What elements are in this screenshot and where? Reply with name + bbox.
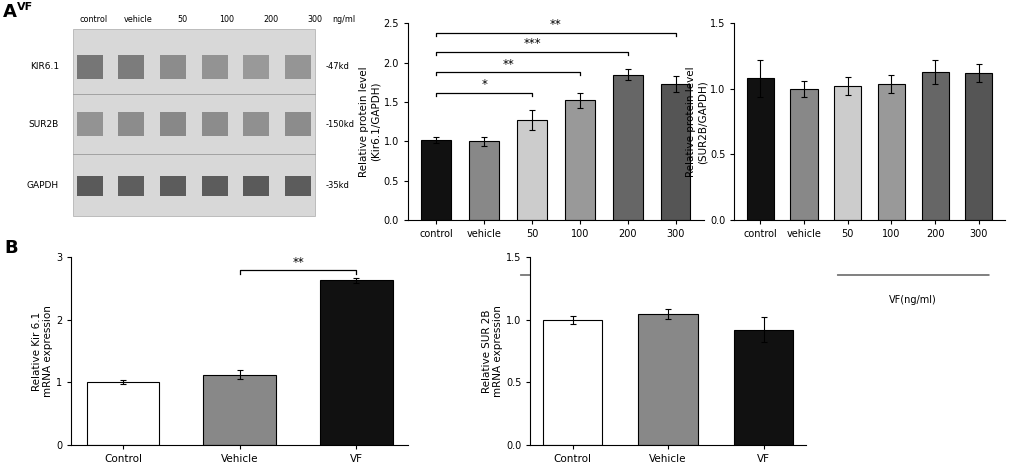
Y-axis label: Relative SUR 2B
mRNA expression: Relative SUR 2B mRNA expression [481, 305, 502, 397]
Bar [542, 320, 601, 445]
Text: SUR2B: SUR2B [29, 119, 59, 129]
FancyBboxPatch shape [202, 176, 227, 196]
Text: -47kd: -47kd [325, 62, 350, 71]
Text: B: B [4, 239, 17, 256]
Y-axis label: Relative protein level
(Kir6.1/GAPDH): Relative protein level (Kir6.1/GAPDH) [359, 66, 380, 177]
Text: **: ** [501, 58, 514, 71]
FancyBboxPatch shape [160, 55, 185, 79]
Text: VF(ng/ml): VF(ng/ml) [580, 295, 627, 305]
FancyBboxPatch shape [118, 55, 145, 79]
FancyBboxPatch shape [76, 112, 103, 136]
Bar [204, 375, 275, 445]
FancyBboxPatch shape [243, 55, 269, 79]
FancyBboxPatch shape [284, 55, 311, 79]
Bar [834, 86, 860, 220]
Text: 50: 50 [177, 15, 187, 24]
Y-axis label: Relative protein level
(SUR2B/GAPDH): Relative protein level (SUR2B/GAPDH) [685, 66, 706, 177]
Text: GAPDH: GAPDH [26, 181, 59, 190]
Bar [612, 74, 642, 220]
Text: VF(ng/ml): VF(ng/ml) [889, 295, 936, 305]
Y-axis label: Relative Kir 6.1
mRNA expression: Relative Kir 6.1 mRNA expression [32, 305, 53, 397]
Bar [660, 84, 690, 220]
FancyBboxPatch shape [243, 112, 269, 136]
FancyBboxPatch shape [76, 55, 103, 79]
Bar [877, 84, 904, 220]
Bar [421, 140, 450, 220]
Bar [921, 72, 948, 220]
Text: 300: 300 [308, 15, 323, 24]
FancyBboxPatch shape [243, 176, 269, 196]
FancyBboxPatch shape [118, 112, 145, 136]
Text: ng/ml: ng/ml [332, 15, 355, 24]
Text: -35kd: -35kd [325, 181, 350, 190]
Bar [565, 101, 594, 220]
Text: ***: *** [523, 37, 540, 50]
Bar [469, 141, 498, 220]
FancyBboxPatch shape [202, 112, 227, 136]
Text: -150kd: -150kd [325, 119, 355, 129]
FancyBboxPatch shape [160, 176, 185, 196]
Bar [964, 73, 991, 220]
FancyBboxPatch shape [118, 176, 145, 196]
FancyBboxPatch shape [160, 112, 185, 136]
Bar [87, 382, 159, 445]
Text: **: ** [291, 256, 304, 269]
Bar [638, 314, 697, 445]
Text: vehicle: vehicle [123, 15, 152, 24]
Text: 200: 200 [263, 15, 278, 24]
Text: A: A [3, 3, 17, 21]
Bar [517, 120, 546, 220]
FancyBboxPatch shape [76, 176, 103, 196]
Text: *: * [481, 78, 487, 91]
Text: **: ** [549, 18, 561, 31]
Bar [72, 29, 315, 216]
FancyBboxPatch shape [284, 176, 311, 196]
Bar [790, 89, 816, 220]
Text: 100: 100 [219, 15, 234, 24]
FancyBboxPatch shape [202, 55, 227, 79]
Bar [746, 79, 773, 220]
Text: VF: VF [17, 2, 34, 12]
Text: KIR6.1: KIR6.1 [30, 62, 59, 71]
Text: control: control [79, 15, 107, 24]
Bar [734, 330, 793, 445]
FancyBboxPatch shape [284, 112, 311, 136]
Bar [320, 280, 392, 445]
